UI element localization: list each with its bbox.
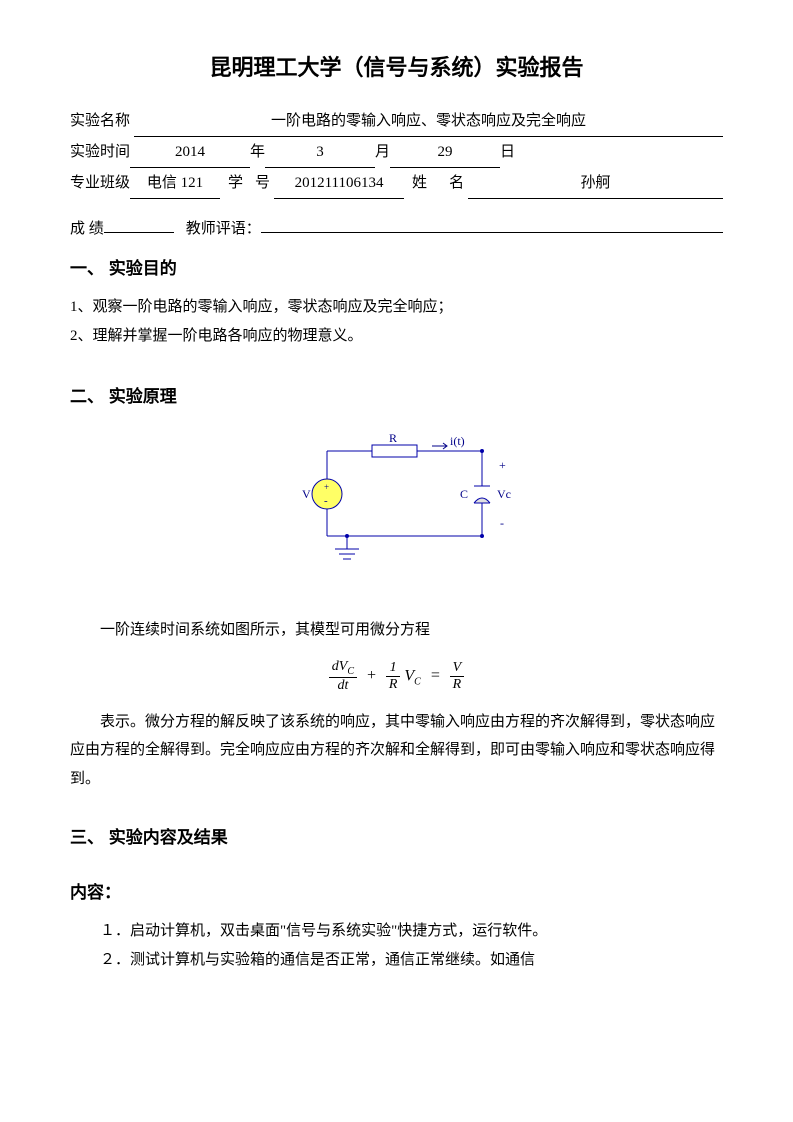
src-minus: - <box>324 495 328 507</box>
eq-equals: = <box>430 667 441 684</box>
section1-item2: 2、理解并掌握一阶电路各响应的物理意义。 <box>70 322 723 351</box>
eq-R1: R <box>386 677 401 693</box>
score-value <box>104 232 174 233</box>
circuit-diagram: R V C Vc i(t) + - + - <box>70 431 723 586</box>
day-value: 29 <box>390 137 500 168</box>
id-value: 201211106134 <box>274 168 404 199</box>
teacher-label: 教师评语： <box>186 217 261 238</box>
section1-heading: 一、 实验目的 <box>70 254 723 279</box>
section3-item1: １．启动计算机，双击桌面"信号与系统实验"快捷方式，运行软件。 <box>70 917 723 946</box>
eq-Vc: V <box>404 667 414 684</box>
circuit-svg: R V C Vc i(t) + - + - <box>267 431 527 586</box>
score-line: 成 绩 教师评语： <box>70 217 723 238</box>
experiment-name-line: 实验名称 一阶电路的零输入响应、零状态响应及完全响应 <box>70 106 723 137</box>
i-label: i(t) <box>450 434 465 448</box>
section2-para1: 一阶连续时间系统如图所示，其模型可用微分方程 <box>70 616 723 645</box>
eq-R2: R <box>450 677 465 693</box>
experiment-time-line: 实验时间 2014 年 3 月 29 日 <box>70 137 723 168</box>
document-title: 昆明理工大学（信号与系统）实验报告 <box>70 50 723 82</box>
teacher-comment <box>261 232 723 233</box>
R-label: R <box>389 431 397 445</box>
section1-item1: 1、观察一阶电路的零输入响应，零状态响应及完全响应； <box>70 293 723 322</box>
eq-V: V <box>450 660 465 677</box>
cap-plus: + <box>499 458 506 472</box>
eq-sub2: C <box>414 676 421 687</box>
eq-sub1: C <box>347 665 354 676</box>
class-line: 专业班级 电信 121 学 号 201211106134 姓 名 孙舸 <box>70 168 723 199</box>
Vc-label: Vc <box>497 487 511 501</box>
section2-heading: 二、 实验原理 <box>70 382 723 407</box>
class-label: 专业班级 <box>70 168 130 198</box>
V-label: V <box>302 487 311 501</box>
id-label: 号 <box>255 168 270 198</box>
cap-minus: - <box>500 516 504 530</box>
content-heading: 内容： <box>70 878 723 903</box>
year-value: 2014 <box>130 137 250 168</box>
name-l: 姓 <box>412 168 427 198</box>
day-unit: 日 <box>500 137 515 167</box>
name-label: 实验名称 <box>70 106 130 136</box>
src-plus: + <box>324 482 329 492</box>
name-r: 名 <box>449 168 464 198</box>
eq-dVc: dV <box>332 659 348 674</box>
month-value: 3 <box>265 137 375 168</box>
section2-para2: 表示。微分方程的解反映了该系统的响应，其中零输入响应由方程的齐次解得到，零状态响… <box>70 708 723 794</box>
score-label: 成 绩 <box>70 217 104 238</box>
section3-item2: ２．测试计算机与实验箱的通信是否正常，通信正常继续。如通信 <box>70 946 723 975</box>
section3-heading: 三、 实验内容及结果 <box>70 823 723 848</box>
differential-equation: dVC dt + 1 R VC = V R <box>70 659 723 694</box>
eq-one: 1 <box>386 660 401 677</box>
student-name: 孙舸 <box>468 168 723 199</box>
eq-dt: dt <box>329 678 357 694</box>
name-value: 一阶电路的零输入响应、零状态响应及完全响应 <box>134 106 723 137</box>
student-label: 学 <box>228 168 243 198</box>
month-unit: 月 <box>375 137 390 167</box>
year-unit: 年 <box>250 137 265 167</box>
C-label: C <box>460 487 468 501</box>
class-value: 电信 121 <box>130 168 220 199</box>
time-label: 实验时间 <box>70 137 130 167</box>
